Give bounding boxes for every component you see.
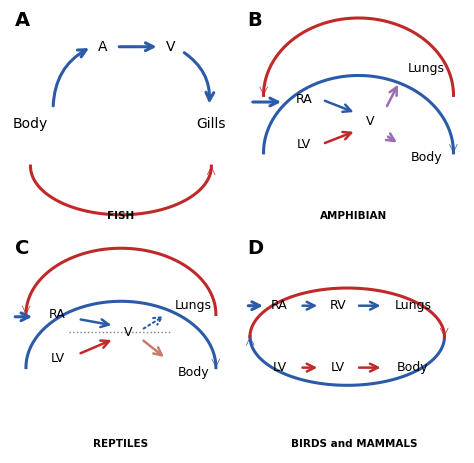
- Text: Lungs: Lungs: [408, 63, 445, 75]
- Text: V: V: [166, 40, 175, 54]
- Text: RA: RA: [296, 94, 313, 106]
- Text: Lungs: Lungs: [394, 299, 431, 312]
- Text: C: C: [15, 239, 29, 258]
- Text: V: V: [123, 326, 132, 339]
- Text: LV: LV: [51, 352, 64, 365]
- Text: Body: Body: [410, 151, 442, 164]
- Text: Gills: Gills: [197, 117, 226, 131]
- Text: LV: LV: [297, 138, 311, 150]
- Text: FISH: FISH: [107, 212, 135, 221]
- Text: RA: RA: [49, 308, 66, 321]
- Text: REPTILES: REPTILES: [93, 439, 148, 450]
- Text: AMPHIBIAN: AMPHIBIAN: [320, 212, 388, 221]
- Text: LV: LV: [273, 361, 286, 374]
- Text: D: D: [248, 239, 264, 258]
- Text: A: A: [98, 40, 108, 54]
- Text: RA: RA: [271, 299, 288, 312]
- Text: BIRDS and MAMMALS: BIRDS and MAMMALS: [291, 439, 417, 450]
- Text: RV: RV: [330, 299, 346, 312]
- Text: B: B: [248, 12, 263, 31]
- Text: Lungs: Lungs: [175, 299, 212, 312]
- Text: LV: LV: [331, 361, 345, 374]
- Text: A: A: [15, 12, 30, 31]
- Text: Body: Body: [13, 117, 48, 131]
- Text: V: V: [365, 115, 374, 128]
- Text: Body: Body: [177, 366, 209, 379]
- Text: Body: Body: [397, 361, 428, 374]
